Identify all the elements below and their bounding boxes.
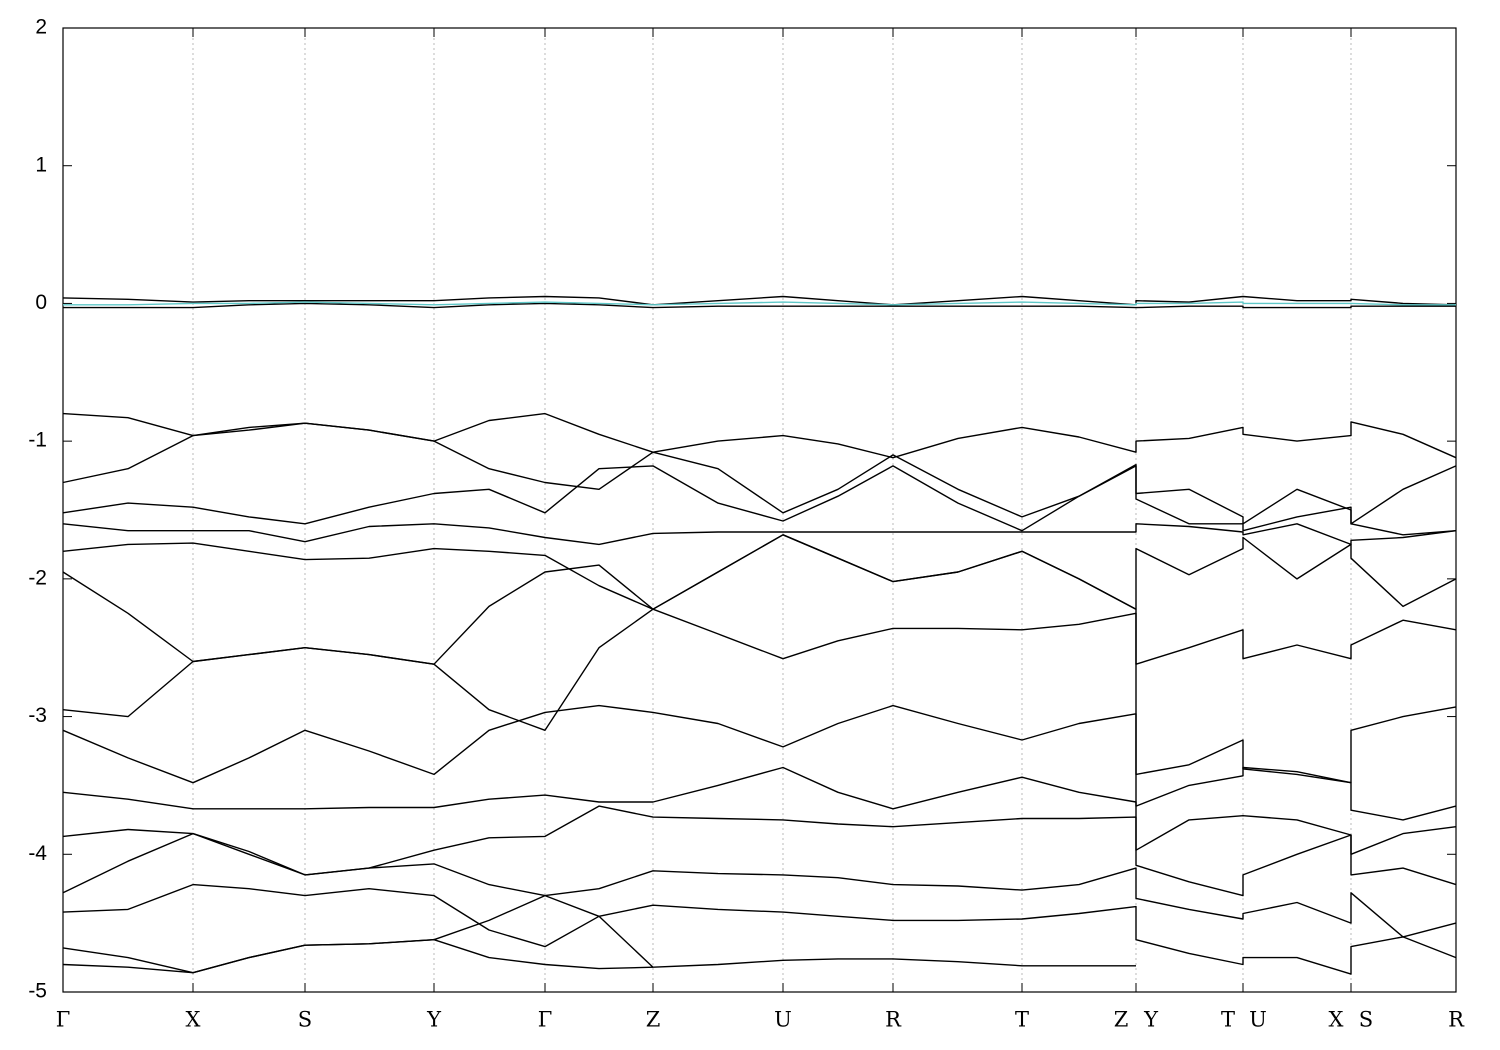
y-tick-label: -2: [28, 566, 47, 589]
band-line: [62, 894, 1136, 974]
x-tick-label: Γ: [56, 1008, 71, 1032]
x-tick-label: Z: [646, 1008, 661, 1032]
band-line: [62, 463, 1457, 536]
x-tick-label: S: [298, 1008, 312, 1032]
band-line: [62, 412, 1457, 459]
x-tick-label: T: [1221, 1008, 1235, 1032]
x-tick-label: X: [186, 1008, 201, 1032]
x-tick-label: U: [1249, 1008, 1267, 1032]
band-line: [63, 301, 1456, 306]
band-line: [62, 523, 1457, 546]
x-tick-label: S: [1359, 1008, 1373, 1032]
y-tick-label: 2: [35, 16, 47, 39]
band-line: [62, 295, 1457, 306]
x-tick-label: Y: [1143, 1008, 1159, 1032]
band-line: [62, 564, 1457, 665]
band-line: [62, 883, 1457, 975]
y-tick-label: 0: [35, 291, 47, 314]
x-tick-label: U: [774, 1008, 792, 1032]
plot-frame: [62, 27, 1457, 993]
band-line: [62, 805, 1457, 897]
band-line: [62, 939, 654, 974]
x-tick-label: Z: [1114, 1008, 1129, 1032]
band-line: [62, 766, 1457, 855]
y-tick-label: -4: [28, 842, 47, 865]
x-tick-label: X: [1329, 1008, 1344, 1032]
band-line: [63, 302, 1456, 309]
x-tick-label: Y: [426, 1008, 442, 1032]
band-line: [62, 832, 1457, 938]
y-tick-label: 1: [35, 153, 47, 176]
y-tick-label: -3: [28, 704, 47, 727]
x-tick-label: Γ: [538, 1008, 553, 1032]
band-line: [62, 534, 1457, 784]
x-tick-label: T: [1015, 1008, 1029, 1032]
band-line: [62, 422, 1457, 525]
x-tick-label: R: [885, 1008, 902, 1032]
band-line: [62, 534, 1457, 610]
band-line: [62, 704, 1457, 821]
x-tick-label: R: [1448, 1008, 1465, 1032]
y-tick-label: -1: [28, 429, 47, 452]
y-tick-label: -5: [28, 980, 47, 1003]
